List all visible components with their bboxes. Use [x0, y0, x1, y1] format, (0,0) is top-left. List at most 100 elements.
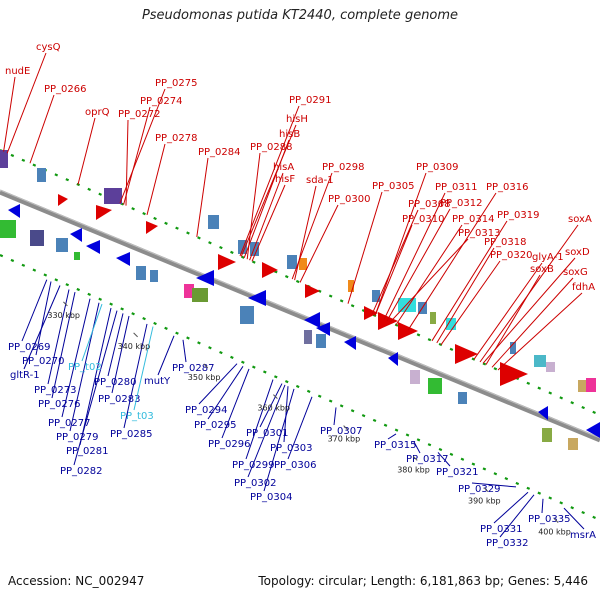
reverse-gene-label[interactable]: PP_0282	[60, 310, 118, 477]
forward-gene-label[interactable]: PP_0300	[299, 194, 371, 283]
forward-gene-label[interactable]: soxB	[485, 264, 554, 365]
label-leader-line	[182, 339, 187, 363]
gene-arrow	[388, 352, 398, 366]
forward-gene-label[interactable]: PP_0284	[196, 147, 241, 237]
reverse-gene-label[interactable]: PP_0270	[22, 281, 65, 367]
gene-arrow	[378, 312, 398, 330]
forward-gene-label[interactable]: PP_0275	[119, 78, 198, 204]
forward-gene-label[interactable]: PP_0305	[347, 181, 415, 304]
label-leader-line	[133, 326, 154, 411]
gene-arrow	[262, 262, 278, 278]
forward-gene-label[interactable]: PP_0291	[239, 95, 332, 257]
reverse-gene-label[interactable]: PP_0321	[436, 452, 479, 478]
forward-gene-label[interactable]: PP_0319	[431, 210, 540, 342]
forward-gene-label[interactable]: PP_0274	[123, 96, 183, 205]
forward-gene-label-text: PP_0274	[140, 96, 183, 107]
forward-gene-label[interactable]: hisB	[243, 129, 300, 259]
gene-label-layer: cysQ nudE PP_0266 oprQ PP_0275 PP_0274 PP_0272…	[3, 42, 596, 549]
reverse-gene-label[interactable]: mutY	[144, 335, 175, 387]
reverse-gene-label[interactable]: PP_0269	[8, 279, 51, 353]
reverse-gene-label[interactable]: PP_0317	[406, 441, 449, 465]
forward-gene-label[interactable]: PP_0313	[389, 228, 501, 323]
forward-gene-label-text: PP_0275	[155, 78, 198, 89]
reverse-gene-label[interactable]: PP_0294	[185, 363, 238, 416]
reverse-gene-label[interactable]: PP_0304	[250, 388, 295, 503]
reverse-gene-label[interactable]: PP_0296	[208, 368, 251, 450]
reverse-gene-label[interactable]: PP_0285	[110, 323, 153, 440]
forward-gene-label[interactable]: fdhA	[497, 282, 595, 371]
reverse-gene-label[interactable]: PP_0329	[458, 482, 517, 495]
label-leader-line	[123, 323, 148, 429]
gene-arrow	[586, 422, 600, 438]
reverse-gene-label[interactable]: PP_0335	[528, 498, 571, 525]
forward-gene-label[interactable]: PP_0266	[29, 84, 87, 164]
reverse-gene-label[interactable]: PP_0283	[98, 315, 141, 405]
label-leader-line	[107, 313, 124, 377]
reverse-gene-label[interactable]: PP_0301	[246, 383, 289, 439]
reverse-gene-label[interactable]: PP_0306	[274, 396, 317, 471]
reverse-gene-label[interactable]: PP_0287	[172, 339, 215, 374]
reverse-gene-label[interactable]: PP_0315	[374, 433, 417, 451]
reverse-gene-label[interactable]: PP_0332	[486, 494, 535, 549]
reverse-gene-label[interactable]: PP_0273	[34, 289, 77, 396]
gene-block	[37, 168, 46, 182]
forward-gene-label[interactable]: sda-1	[294, 175, 334, 281]
reverse-gene-label[interactable]: PP_0295	[194, 366, 244, 431]
forward-gene-label[interactable]: PP_0318	[436, 237, 527, 344]
gene-arrow	[8, 204, 20, 218]
reverse-gene-label[interactable]: PP_0280	[94, 313, 137, 388]
forward-gene-label[interactable]: PP_0278	[146, 133, 198, 216]
forward-gene-label-text: hisH	[286, 114, 308, 125]
reverse-gene-label[interactable]: PP_0302	[234, 384, 286, 489]
forward-gene-label[interactable]: oprQ	[77, 107, 110, 185]
reverse-gene-label[interactable]: PP_0331	[480, 491, 529, 535]
forward-gene-label[interactable]: nudE	[3, 66, 31, 152]
gene-arrow	[86, 240, 100, 254]
reverse-gene-label[interactable]: PP_0281	[66, 307, 112, 457]
gene-arrow	[364, 306, 378, 320]
forward-gene-label[interactable]: soxD	[482, 247, 590, 364]
forward-gene-label[interactable]: PP_0272	[118, 109, 161, 206]
tick-mark	[63, 301, 68, 307]
reverse-gene-label[interactable]: PP_t03	[120, 326, 154, 422]
label-leader-line	[371, 209, 419, 315]
label-leader-line	[491, 277, 574, 368]
reverse-gene-label[interactable]: PP_0299	[232, 379, 275, 471]
forward-gene-label[interactable]: soxG	[491, 267, 588, 368]
reverse-gene-label[interactable]: PP_0277	[48, 298, 91, 429]
forward-gene-label[interactable]: glyA-1	[473, 252, 564, 360]
forward-gene-label[interactable]: hisA	[249, 162, 295, 261]
forward-gene-label[interactable]: PP_0309	[374, 162, 459, 316]
topology-text: Topology: circular; Length: 6,181,863 bp…	[258, 574, 588, 588]
reverse-gene-label[interactable]: msrA	[563, 507, 596, 541]
forward-gene-label[interactable]: PP_0308	[371, 199, 451, 315]
label-leader-line	[374, 224, 413, 316]
forward-gene-label-text: PP_0266	[44, 84, 87, 95]
reverse-gene-label[interactable]: PP_0307	[320, 407, 363, 437]
forward-gene-label[interactable]: PP_0316	[407, 182, 529, 331]
label-leader-line	[73, 310, 118, 466]
label-leader-line	[247, 384, 286, 478]
forward-gene-label[interactable]: PP_0288	[246, 142, 293, 260]
gene-arrow	[455, 344, 478, 364]
tick-mark	[483, 487, 489, 493]
reverse-gene-label-text: PP_0299	[232, 460, 275, 471]
forward-gene-label[interactable]: PP_0310	[374, 214, 445, 316]
label-leader-line	[35, 281, 52, 356]
forward-gene-label[interactable]: hisF	[251, 174, 295, 262]
reverse-gene-label[interactable]: PP_t02	[68, 303, 103, 373]
reverse-gene-label[interactable]: PP_0303	[270, 386, 313, 454]
forward-gene-label[interactable]: PP_0314	[395, 214, 495, 326]
forward-gene-label[interactable]: PP_0311	[383, 182, 478, 320]
forward-gene-label[interactable]: PP_0320	[440, 250, 533, 346]
forward-gene-label[interactable]: PP_0312	[386, 198, 483, 322]
forward-gene-label-text: PP_0319	[497, 210, 540, 221]
kbp-tick: 390 kbp	[468, 487, 501, 506]
label-leader-line	[198, 363, 238, 405]
reverse-gene-label[interactable]: gltR-1	[10, 285, 61, 382]
forward-gene-label[interactable]: cysQ	[6, 42, 61, 154]
reverse-gene-label[interactable]: PP_0279	[56, 302, 100, 443]
reverse-genes	[0, 150, 600, 450]
reverse-gene-label[interactable]: PP_0276	[38, 292, 81, 410]
label-leader-line	[440, 260, 501, 346]
